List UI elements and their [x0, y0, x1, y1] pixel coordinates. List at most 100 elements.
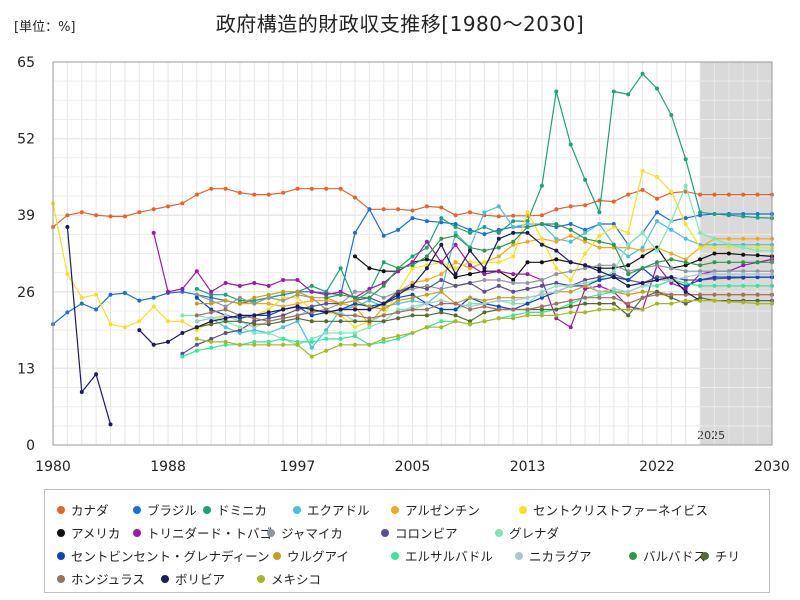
data-point — [410, 263, 415, 268]
data-point — [554, 207, 559, 212]
data-point — [755, 275, 760, 280]
data-point — [597, 289, 602, 294]
data-point — [194, 292, 199, 297]
data-point — [209, 295, 214, 300]
data-point — [223, 331, 228, 335]
data-point — [683, 275, 688, 280]
data-point — [295, 307, 300, 312]
data-point — [424, 283, 429, 288]
data-point — [396, 295, 401, 300]
data-point — [655, 174, 659, 179]
data-point — [726, 299, 731, 304]
data-point — [309, 283, 314, 288]
data-point — [194, 319, 199, 324]
legend-marker — [629, 551, 637, 560]
data-point — [683, 283, 688, 288]
legend-item: アメリカ — [57, 523, 120, 542]
data-point — [410, 304, 415, 309]
data-point — [424, 245, 429, 250]
legend-marker — [133, 505, 141, 514]
data-point — [223, 313, 228, 318]
data-point — [496, 214, 501, 219]
legend-label: アルゼンチン — [405, 503, 480, 518]
data-point — [611, 199, 616, 204]
data-point — [626, 301, 631, 306]
data-point — [496, 236, 501, 241]
data-point — [410, 254, 415, 259]
data-point — [396, 301, 401, 306]
data-point — [511, 278, 516, 282]
data-point — [194, 348, 199, 353]
data-point — [396, 207, 401, 212]
data-point — [468, 307, 472, 312]
legend-marker — [515, 551, 523, 560]
data-point — [237, 316, 242, 321]
data-point — [281, 190, 286, 195]
data-point — [266, 283, 271, 288]
data-point — [712, 260, 717, 265]
data-point — [281, 295, 286, 300]
x-tick-label: 1997 — [280, 459, 316, 475]
data-point — [525, 260, 530, 265]
series-line — [66, 226, 112, 425]
data-point — [209, 345, 214, 350]
data-point — [611, 286, 616, 291]
legend-marker — [293, 505, 301, 514]
data-point — [482, 272, 487, 277]
data-point — [611, 307, 616, 312]
legend-marker — [267, 528, 275, 537]
data-point — [568, 260, 573, 265]
data-point — [741, 192, 746, 197]
data-point — [611, 272, 616, 277]
data-point — [611, 242, 616, 247]
data-point — [439, 236, 444, 241]
data-point — [554, 239, 559, 244]
data-point — [439, 205, 444, 210]
data-point — [755, 242, 760, 247]
data-point — [511, 272, 516, 277]
data-point — [597, 210, 602, 215]
data-point — [741, 272, 746, 277]
data-point — [367, 307, 372, 312]
data-point — [640, 169, 645, 173]
data-point — [309, 186, 314, 191]
data-point — [482, 298, 487, 303]
data-point — [741, 292, 746, 297]
data-point — [266, 319, 271, 324]
data-point — [194, 269, 199, 274]
data-point — [410, 295, 415, 300]
data-point — [525, 239, 530, 244]
data-point — [655, 86, 659, 91]
data-point — [482, 319, 487, 324]
data-point — [755, 212, 760, 216]
data-point — [338, 266, 343, 271]
data-point — [79, 210, 84, 215]
data-point — [755, 248, 760, 253]
data-point — [252, 342, 257, 347]
data-point — [295, 278, 300, 282]
data-point — [568, 304, 573, 309]
data-point — [180, 286, 185, 291]
data-point — [194, 325, 199, 330]
data-point — [309, 336, 314, 341]
series-15 — [324, 222, 774, 300]
data-point — [655, 196, 659, 201]
data-point — [698, 298, 703, 303]
data-point — [353, 304, 357, 309]
data-point — [252, 295, 257, 300]
data-point — [496, 278, 501, 282]
data-point — [482, 301, 487, 306]
data-point — [108, 322, 113, 327]
forecast-label: 2025 — [697, 429, 725, 442]
data-point — [223, 316, 228, 321]
legend-label: メキシコ — [271, 572, 322, 587]
data-point — [424, 301, 429, 306]
data-point — [669, 292, 674, 297]
data-point — [741, 269, 746, 274]
legend-marker — [519, 505, 527, 514]
data-point — [669, 257, 674, 262]
data-point — [266, 301, 271, 306]
legend-item: バルバドス — [629, 546, 706, 565]
data-point — [554, 313, 559, 318]
legend-item: エルサルバドル — [391, 546, 493, 565]
